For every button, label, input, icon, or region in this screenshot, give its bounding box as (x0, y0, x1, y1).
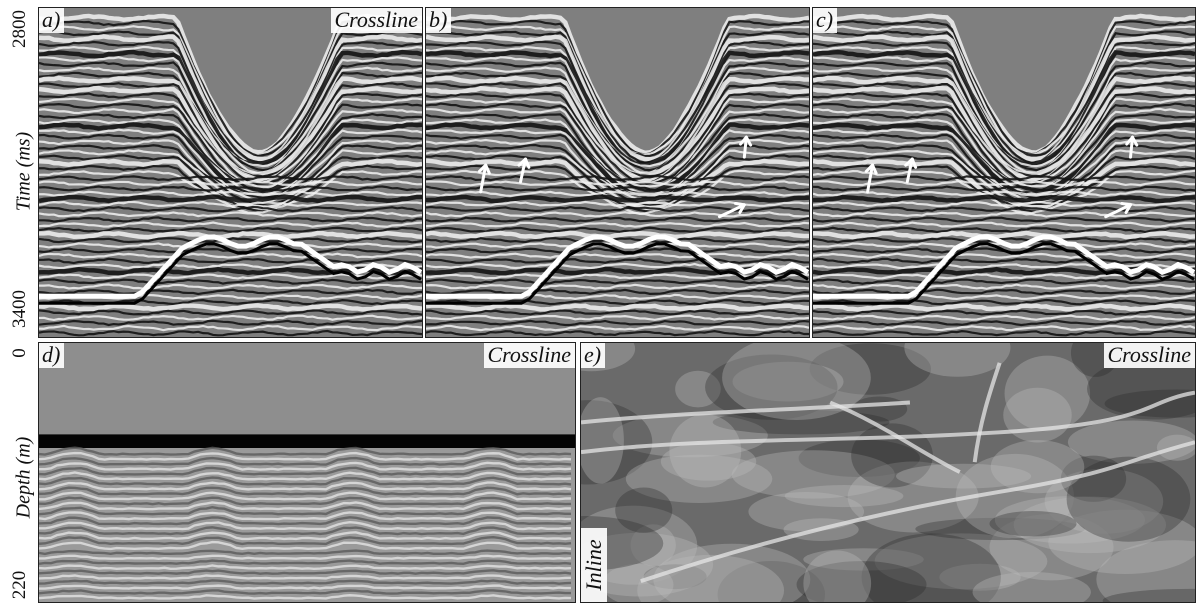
annotation-arrow-icon (864, 163, 878, 194)
panel-d-title: Crossline (484, 343, 575, 368)
panel-b-seismic-section: b) (425, 7, 810, 338)
panel-d-depth-section: d) Crossline (38, 342, 576, 603)
depth-axis-label: Depth (m) (12, 436, 35, 519)
time-axis-label: Time (ms) (12, 131, 35, 212)
annotation-arrow-icon (717, 201, 746, 219)
panel-c-tag: c) (813, 8, 838, 33)
panel-e-tag: e) (581, 343, 606, 368)
panel-a-seismic-section: a) Crossline (38, 7, 423, 338)
annotation-arrow-icon (1104, 201, 1132, 219)
depth-axis-tick-top: 0 (9, 348, 30, 358)
annotation-arrow-icon (517, 157, 531, 184)
panel-a-title: Crossline (331, 8, 422, 33)
panel-b-tag: b) (426, 8, 452, 33)
depth-axis-tick-bottom: 220 (9, 570, 30, 600)
annotation-arrow-icon (904, 157, 918, 184)
time-axis-tick-bottom: 3400 (9, 290, 30, 328)
time-slice-image (581, 343, 1195, 602)
panel-a-tag: a) (39, 8, 65, 33)
panel-e-time-slice: e) Crossline Inline (580, 342, 1196, 603)
panel-e-inline-label: Inline (581, 528, 607, 602)
annotation-arrow-icon (739, 135, 753, 159)
depth-image (39, 343, 575, 602)
seismic-image (813, 8, 1195, 337)
seismic-image (426, 8, 809, 337)
panel-c-seismic-section: c) (812, 7, 1196, 338)
panel-e-title: Crossline (1104, 343, 1195, 368)
annotation-arrow-icon (477, 163, 491, 194)
seismic-image (39, 8, 422, 337)
panel-d-tag: d) (39, 343, 65, 368)
inline-label-text: Inline (581, 539, 606, 591)
annotation-arrow-icon (1125, 135, 1139, 159)
time-axis-tick-top: 2800 (9, 10, 30, 48)
